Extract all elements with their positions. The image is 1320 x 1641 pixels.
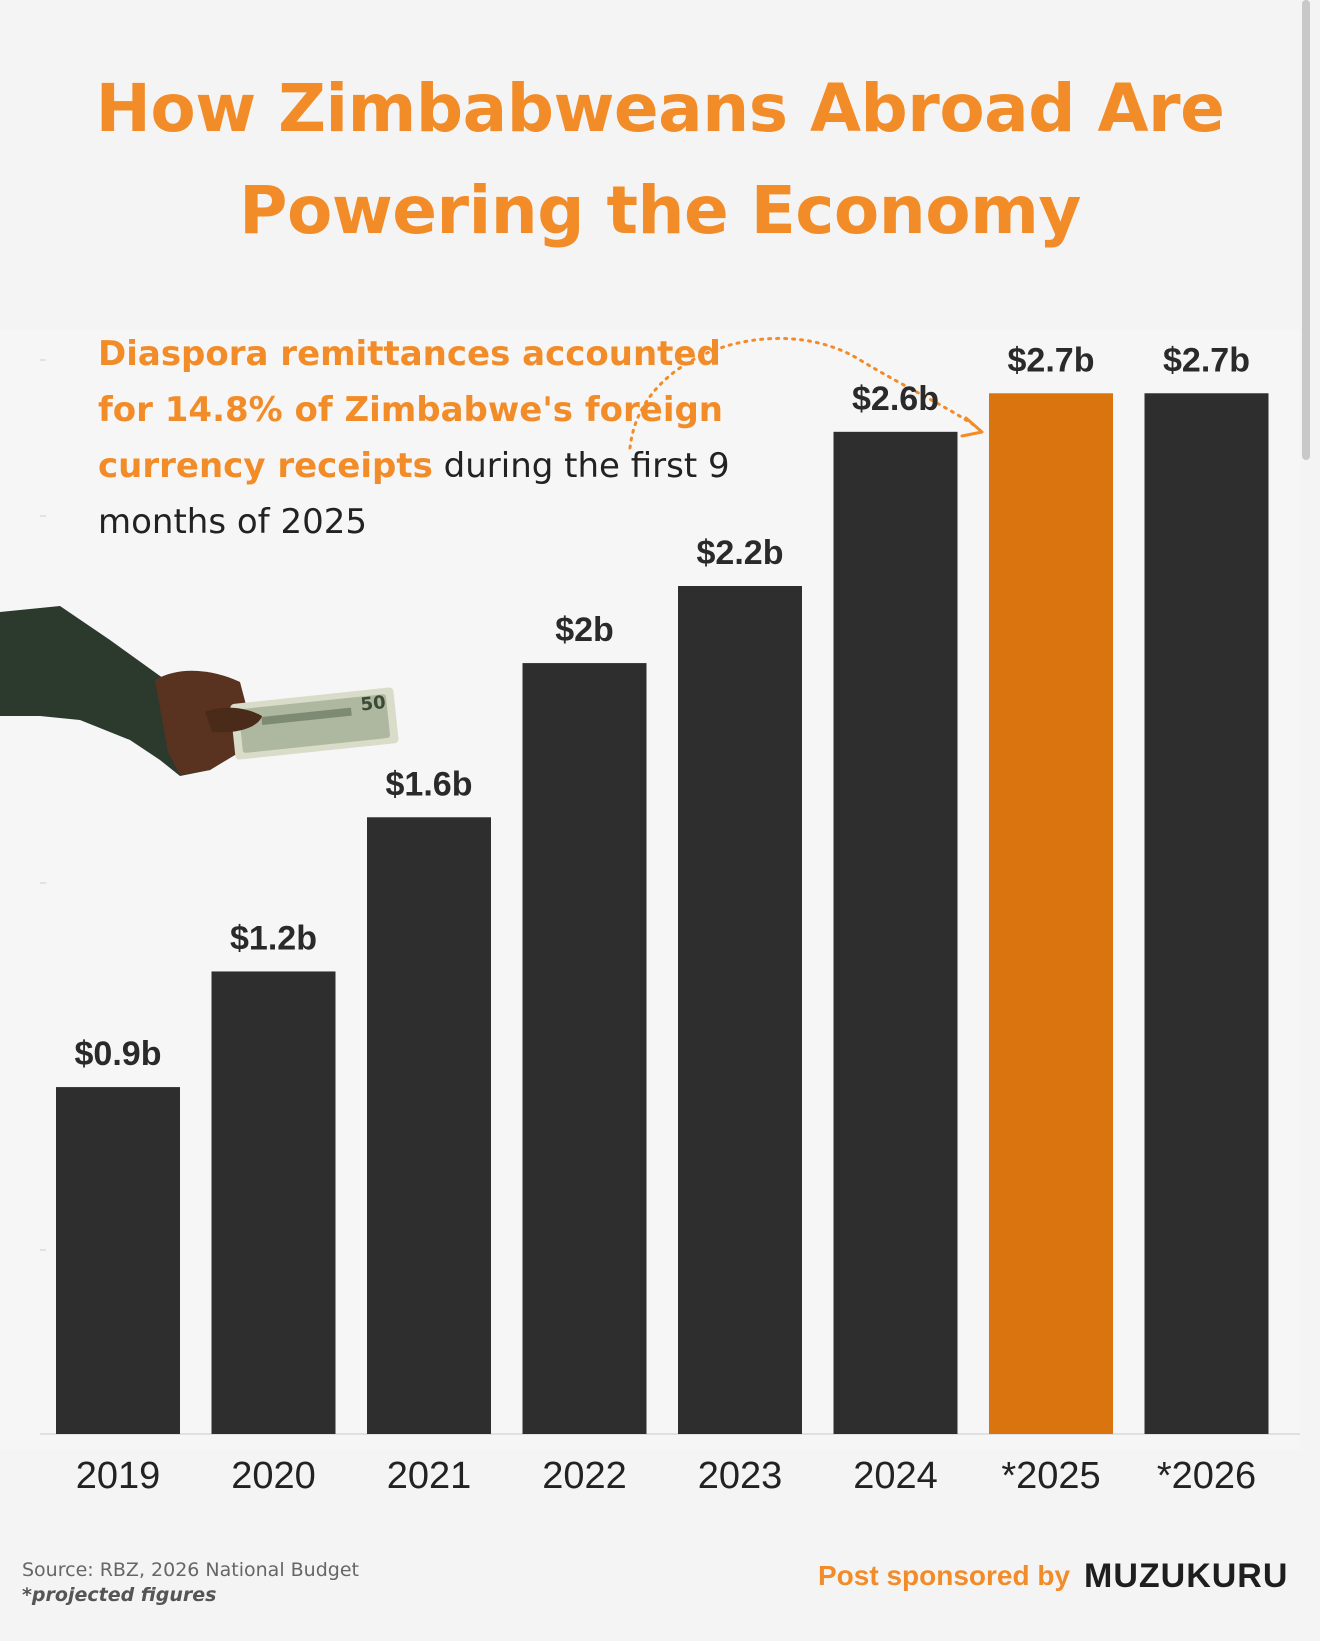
annotation-rest: during the first 9 months of 2025 [98,446,730,542]
value-label: $2b [555,611,614,649]
category-label: *2025 [1001,1455,1100,1497]
bar-projected-2026 [1144,393,1269,1435]
category-label: *2026 [1157,1455,1256,1497]
annotation-highlight: Diaspora remittances accounted for 14.8%… [98,334,724,486]
bar-2023 [678,586,802,1434]
bars-group [56,393,1269,1435]
bar-2020 [211,971,336,1434]
category-label: 2019 [76,1455,161,1497]
bar-projected-2025 [989,393,1113,1435]
value-label: $2.7b [1163,341,1250,379]
annotation-text: Diaspora remittances accounted for 14.8%… [98,326,758,550]
value-label: $1.6b [386,765,473,803]
value-label: $0.9b [75,1035,162,1073]
category-label: 2021 [387,1455,472,1497]
value-labels-group: $0.9b $1.2b $1.6b $2b $2.2b $2.6b $2.7b $2.7b [75,341,1250,1073]
page-title: How Zimbabweans Abroad Are Powering the … [0,58,1320,262]
sponsor-label: Post sponsored by [818,1560,1071,1591]
scrollbar[interactable] [1302,0,1310,460]
category-label: 2022 [542,1455,627,1497]
value-label: $2.2b [697,534,784,572]
value-label: $2.6b [852,380,939,418]
bar-2021 [367,817,491,1434]
source-text: Source: RBZ, 2026 National Budget [22,1559,359,1581]
hand-with-money-icon: 50 [0,606,399,776]
title-line-2: Powering the Economy [239,172,1081,249]
svg-text:50: 50 [360,692,387,716]
sponsor-brand-logo: MUZUKURU [1084,1557,1289,1595]
category-label: 2020 [231,1455,316,1497]
category-label: 2024 [853,1455,938,1497]
bar-2024 [833,431,958,1434]
annotation-arrow [628,337,984,450]
bar-2019 [56,1087,180,1434]
category-labels-group: 2019 2020 2021 2022 2023 2024 *2025 *2026 [76,1455,1256,1497]
bar-2022 [522,663,647,1434]
value-label: $2.7b [1008,341,1095,379]
y-ticks [40,359,46,1251]
title-line-1: How Zimbabweans Abroad Are [95,70,1225,147]
value-label: $1.2b [230,919,317,957]
category-label: 2023 [698,1455,783,1497]
footnote-text: *projected figures [22,1584,217,1606]
